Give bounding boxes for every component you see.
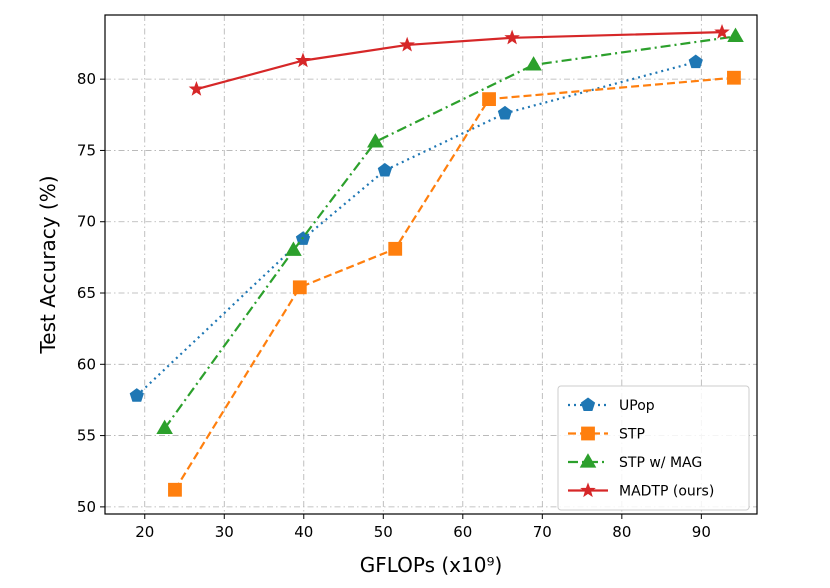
data-point-madtp-ours: [399, 36, 415, 52]
x-tick-label: 40: [294, 523, 313, 541]
legend-box: [557, 385, 750, 511]
x-tick-label: 70: [533, 523, 552, 541]
data-point-stp-w-mag: [525, 56, 542, 71]
series-layer: [129, 23, 744, 497]
data-point-madtp-ours: [504, 29, 520, 45]
data-point-stp-w-mag: [367, 133, 384, 148]
legend-label: MADTP (ours): [619, 484, 714, 500]
data-point-upop: [377, 162, 393, 177]
series-upop: [129, 54, 703, 402]
y-tick-label: 50: [77, 498, 96, 516]
legend: UPop STP STP w/ MAG MADTP (ours): [557, 385, 750, 511]
plot-frame: [104, 14, 758, 515]
y-tick-label: 60: [77, 355, 96, 373]
series-line-stp-w-mag: [163, 35, 736, 430]
data-point-stp-w-mag: [727, 27, 744, 42]
x-tick-label: 50: [374, 523, 393, 541]
data-point-madtp-ours: [295, 52, 311, 68]
legend-marker: [580, 397, 596, 412]
data-point-stp-w-mag: [285, 241, 302, 256]
series-stp: [168, 70, 741, 497]
legend-item-stp-w-mag: STP w/ MAG: [568, 453, 702, 471]
x-tick-label: 20: [135, 523, 154, 541]
series-line-upop: [136, 60, 697, 397]
data-point-stp: [482, 92, 496, 107]
y-tick-label: 70: [77, 213, 96, 231]
data-point-upop: [129, 388, 144, 402]
data-point-madtp-ours: [188, 80, 205, 96]
series-madtp-ours: [188, 23, 730, 96]
y-tick-label: 65: [77, 284, 96, 302]
y-tick-label: 80: [77, 70, 96, 88]
y-axis-label: Test Accuracy (%): [36, 175, 60, 354]
data-point-madtp-ours: [714, 23, 730, 39]
data-point-stp: [727, 70, 741, 85]
legend-item-madtp-ours: MADTP (ours): [568, 482, 714, 500]
y-tick-label: 75: [77, 141, 96, 159]
x-tick-label: 60: [453, 523, 472, 541]
data-point-stp: [388, 241, 403, 256]
legend-label: UPop: [619, 398, 655, 414]
x-tick-label: 80: [612, 523, 631, 541]
legend-item-stp: STP: [568, 427, 645, 443]
data-point-stp-w-mag: [156, 419, 173, 435]
data-point-upop: [688, 54, 703, 69]
legend-item-upop: UPop: [568, 397, 655, 414]
data-point-stp: [168, 482, 182, 497]
legend-label: STP: [619, 427, 645, 443]
legend-marker: [580, 482, 596, 498]
legend-label: STP w/ MAG: [619, 455, 702, 471]
legend-marker: [581, 426, 595, 441]
data-point-upop: [497, 105, 513, 120]
x-tick-label: 30: [215, 523, 234, 541]
data-point-stp: [292, 280, 307, 295]
legend-marker: [579, 453, 597, 468]
y-tick-label: 55: [77, 427, 96, 445]
x-tick-label: 90: [692, 523, 711, 541]
series-stp-w-mag: [156, 27, 744, 435]
x-axis-label: GFLOPs (x10⁹): [360, 553, 503, 577]
axis-ticks: 20 30 40 50 60 70 80 90 50 55 60 65 70 75 80: [77, 70, 711, 541]
series-line-madtp-ours: [196, 31, 723, 91]
